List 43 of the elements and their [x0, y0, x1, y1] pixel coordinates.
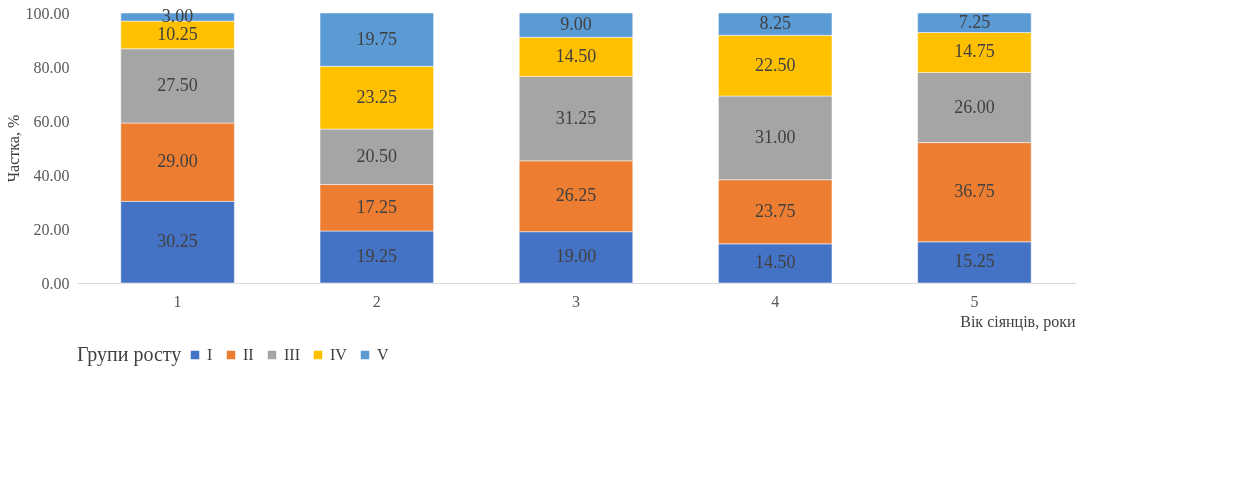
data-label: 10.25 — [157, 23, 198, 44]
x-tick-label: 4 — [771, 292, 780, 310]
x-tick-label: 5 — [970, 292, 979, 310]
y-tick-label: 60.00 — [33, 112, 70, 130]
data-label: 14.50 — [754, 252, 796, 273]
data-label: 7.25 — [958, 11, 991, 32]
legend-label: I — [207, 346, 213, 363]
data-label: 26.00 — [954, 96, 995, 117]
y-tick-label: 20.00 — [33, 220, 70, 238]
x-tick-label: 2 — [372, 292, 381, 310]
data-label: 19.25 — [356, 246, 398, 267]
data-label: 30.25 — [157, 231, 198, 252]
data-label: 22.50 — [754, 54, 796, 75]
data-label: 20.50 — [356, 145, 398, 166]
data-label: 14.75 — [954, 41, 995, 62]
x-tick-label: 1 — [173, 292, 182, 310]
data-label: 19.00 — [555, 246, 597, 267]
data-label: 14.50 — [555, 45, 597, 66]
data-label: 29.00 — [157, 151, 198, 172]
data-label: 26.25 — [555, 185, 597, 206]
y-axis-title: Частка, % — [4, 114, 22, 183]
x-tick-label: 3 — [572, 292, 580, 310]
x-axis-title: Вік сіянців, роки — [960, 312, 1076, 331]
data-label: 31.00 — [754, 126, 796, 147]
legend-label: IV — [330, 346, 348, 363]
data-label: 8.25 — [759, 13, 791, 34]
y-tick-label: 40.00 — [33, 166, 70, 184]
data-label: 17.25 — [356, 196, 398, 217]
data-label: 27.50 — [157, 74, 198, 95]
data-label: 31.25 — [555, 107, 597, 128]
legend-title: Групи росту — [77, 343, 182, 366]
legend-label: III — [284, 346, 300, 363]
data-label: 9.00 — [560, 14, 592, 35]
y-tick-label: 80.00 — [33, 58, 70, 76]
data-label: 15.25 — [954, 251, 995, 272]
legend-label: V — [377, 346, 389, 363]
data-label: 23.75 — [754, 200, 796, 221]
y-tick-label: 0.00 — [41, 274, 70, 292]
data-label: 19.75 — [356, 28, 398, 49]
data-label: 36.75 — [954, 181, 995, 202]
legend-label: II — [243, 346, 254, 363]
y-tick-label: 100.00 — [25, 4, 70, 22]
data-label: 23.25 — [356, 86, 398, 107]
